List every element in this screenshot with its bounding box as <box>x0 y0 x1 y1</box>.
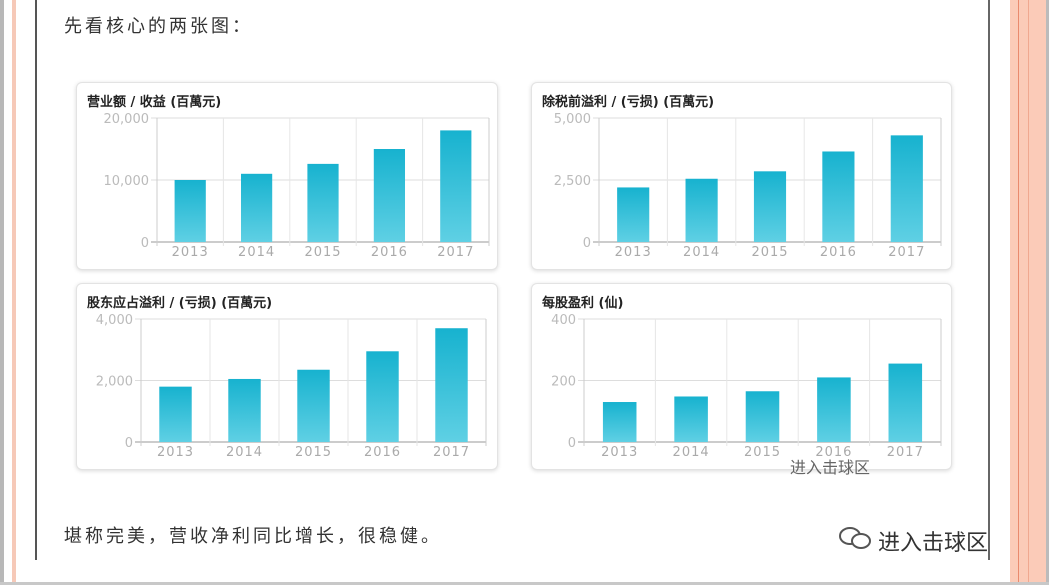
x-tick-label: 2014 <box>683 245 720 260</box>
intro-text: 先看核心的两张图： <box>64 16 253 37</box>
bar-2014 <box>685 178 718 242</box>
bar-2016 <box>817 377 851 442</box>
x-tick-label: 2016 <box>820 245 857 260</box>
x-tick-label: 2017 <box>433 445 470 460</box>
x-tick-label: 2017 <box>437 245 474 260</box>
y-tick-label: 2,500 <box>554 174 591 189</box>
chart-title: 股东应占溢利 / (亏损) (百萬元) <box>87 296 273 311</box>
bar-2013 <box>602 402 637 442</box>
bar-2013 <box>159 386 192 442</box>
bar-chart: 0 200 400 2013 2014 2015 2016 2017 <box>551 313 942 460</box>
chart-title: 每股盈利 (仙) <box>542 296 624 311</box>
right-border-line <box>988 0 990 560</box>
x-tick-label: 2013 <box>172 245 209 260</box>
chart-title: 除税前溢利 / (亏损) (百萬元) <box>542 95 715 110</box>
bar-2017 <box>435 328 468 442</box>
y-tick-label: 20,000 <box>104 112 150 127</box>
bar-2016 <box>822 151 855 242</box>
x-tick-label: 2015 <box>744 445 781 460</box>
x-tick-label: 2014 <box>673 445 710 460</box>
bar-2014 <box>674 396 708 442</box>
y-tick-label: 0 <box>125 436 133 451</box>
y-tick-label: 2,000 <box>96 375 133 390</box>
chart-panel-pretax-profit: 0 2,500 5,000 2013 2014 2015 2016 2017 除税前溢利 / … <box>531 82 952 270</box>
x-tick-label: 2017 <box>888 245 925 260</box>
bar-chart: 0 2,500 5,000 2013 2014 2015 2016 2017 <box>554 112 942 260</box>
y-tick-label: 5,000 <box>554 112 591 127</box>
chart-title: 营业额 / 收益 (百萬元) <box>87 95 222 110</box>
y-tick-label: 10,000 <box>104 174 150 189</box>
bar-2015 <box>297 369 330 442</box>
bar-2017 <box>890 135 923 242</box>
page-edge-right <box>1046 0 1049 585</box>
wechat-icon <box>838 525 872 557</box>
bar-2017 <box>888 363 923 442</box>
x-tick-label: 2013 <box>601 445 638 460</box>
bar-2013 <box>617 187 650 242</box>
bar-2015 <box>307 163 339 242</box>
bar-2014 <box>228 378 261 442</box>
bar-chart: 0 2,000 4,000 2013 2014 2015 2016 2017 <box>96 313 487 460</box>
x-tick-label: 2015 <box>304 245 341 260</box>
bar-2015 <box>745 391 780 442</box>
chart-panel-eps: 0 200 400 2013 2014 2015 2016 2017 每股盈利 (仙) 进入击… <box>531 283 952 477</box>
y-tick-label: 4,000 <box>96 313 133 328</box>
x-tick-label: 2013 <box>615 245 652 260</box>
left-border-line <box>35 0 37 560</box>
x-tick-label: 2015 <box>295 445 332 460</box>
right-decorative-band <box>1010 0 1046 585</box>
y-tick-label: 400 <box>551 313 576 328</box>
x-tick-label: 2013 <box>157 445 194 460</box>
outro-text: 堪称完美，营收净利同比增长，很稳健。 <box>64 526 442 547</box>
bar-chart: 0 10,000 20,000 2013 2014 2015 2016 2017 <box>104 112 490 260</box>
page-edge-stripe <box>12 0 16 585</box>
chart-panel-revenue: 0 10,000 20,000 2013 2014 2015 2016 2017 营业额 / … <box>76 82 498 270</box>
bar-2017 <box>440 130 472 242</box>
bar-2016 <box>373 149 406 242</box>
page-edge <box>0 0 4 585</box>
bar-2013 <box>174 180 206 242</box>
chart-panel-shareholder-profit: 0 2,000 4,000 2013 2014 2015 2016 2017 股东应占溢利 /… <box>76 283 498 470</box>
chart-watermark: 进入击球区 <box>790 458 871 477</box>
bar-2016 <box>366 351 399 442</box>
x-tick-label: 2016 <box>364 445 401 460</box>
x-tick-label: 2015 <box>751 245 788 260</box>
y-tick-label: 0 <box>568 436 576 451</box>
x-tick-label: 2014 <box>226 445 263 460</box>
bar-2014 <box>240 173 273 242</box>
x-tick-label: 2016 <box>371 245 408 260</box>
wechat-watermark: 进入击球区 <box>838 525 988 557</box>
bar-2015 <box>753 171 787 242</box>
x-tick-label: 2016 <box>815 445 852 460</box>
y-tick-label: 200 <box>551 375 576 390</box>
y-tick-label: 0 <box>141 236 149 251</box>
bottom-edge <box>0 582 1049 585</box>
x-tick-label: 2014 <box>238 245 275 260</box>
watermark-text: 进入击球区 <box>878 531 989 556</box>
y-tick-label: 0 <box>583 236 591 251</box>
x-tick-label: 2017 <box>887 445 924 460</box>
